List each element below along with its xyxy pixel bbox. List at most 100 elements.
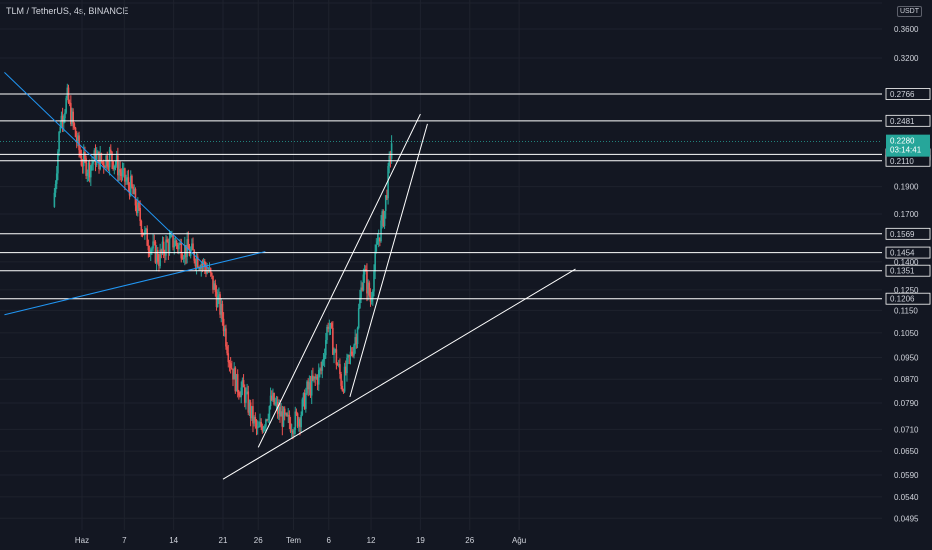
candle-body (153, 241, 156, 243)
candle-body (380, 220, 382, 242)
candle-body (68, 102, 71, 104)
candle-body (152, 241, 154, 249)
y-tick-label: 0.3600 (894, 25, 919, 34)
candle-body (214, 283, 217, 292)
candle-body (165, 239, 167, 256)
currency-badge[interactable]: USDT (896, 6, 922, 17)
candle-body (281, 411, 284, 427)
candle-body (118, 169, 120, 176)
candle-body (266, 419, 268, 421)
candle-body (131, 175, 133, 187)
current-price-label: 0.2280 (890, 137, 915, 146)
y-tick-label: 0.0540 (894, 493, 919, 502)
candle-body (272, 393, 274, 400)
candle-body (119, 169, 121, 173)
candle-body (354, 337, 356, 346)
trendline-blue-up[interactable] (4, 251, 266, 316)
candle-body (285, 413, 287, 415)
candle-body (156, 250, 159, 262)
candle-body (265, 419, 267, 427)
candle-body (332, 327, 334, 355)
x-axis: Haz 7 14 21 26 Tem 6 12 19 26 Ağu (75, 536, 526, 545)
horizontal-levels: 0.27660.24810.21650.21100.15690.14540.13… (0, 88, 931, 305)
candle-body (94, 150, 97, 166)
x-tick-label: 14 (169, 536, 178, 545)
y-tick-label: 0.0950 (894, 354, 919, 363)
trendline-blue-down[interactable] (4, 71, 210, 270)
candle-body (228, 362, 231, 364)
candle-body (377, 237, 380, 242)
candle-body (370, 298, 373, 302)
candle-body (134, 188, 137, 206)
candle-body (310, 375, 313, 396)
candle-body (211, 272, 213, 276)
candle-body (288, 414, 291, 424)
candle-body (386, 195, 388, 199)
candle-body (248, 402, 251, 413)
candle-body (246, 391, 248, 393)
trendline-channel-upper[interactable] (257, 113, 421, 448)
level-label: 0.1454 (890, 249, 915, 258)
candle-body (220, 303, 223, 315)
candle-body (250, 406, 253, 419)
candle-body (368, 282, 371, 296)
level-label-box (885, 292, 931, 305)
candle-body (273, 393, 275, 405)
candle-body (337, 364, 340, 366)
candle-body (161, 241, 164, 253)
candle-body (192, 243, 194, 251)
candle-body (75, 136, 78, 143)
candle-body (155, 250, 158, 263)
candle-body (218, 294, 220, 296)
candle-body (374, 251, 376, 272)
candle-body (367, 282, 369, 294)
y-tick-label: 0.1700 (894, 210, 919, 219)
candle-body (107, 166, 110, 168)
candle-body (341, 385, 344, 391)
level-label: 0.1206 (890, 295, 915, 304)
trendline-channel-lower[interactable] (349, 123, 428, 397)
candle-body (375, 244, 378, 252)
trendline-support[interactable] (222, 268, 576, 480)
candle-body (231, 367, 233, 369)
candle-body (146, 228, 149, 246)
candle-body (74, 127, 77, 137)
candle-body (384, 195, 387, 211)
candle-body (247, 391, 250, 413)
x-tick-label: 21 (219, 536, 228, 545)
candle-body (64, 112, 66, 119)
candle-body (151, 248, 153, 250)
x-tick-label: 7 (122, 536, 127, 545)
candle-body (181, 258, 184, 260)
candle-body (339, 364, 341, 374)
candle-body (326, 326, 328, 341)
candle-body (104, 166, 106, 168)
candle-body (233, 367, 235, 380)
grid (0, 0, 882, 530)
candle-body (343, 366, 346, 392)
candle-body (361, 287, 364, 291)
x-tick-label: 26 (465, 536, 474, 545)
candle-body (216, 295, 219, 307)
y-tick-label: 0.0870 (894, 375, 919, 384)
candle-body (84, 152, 86, 159)
candle-body (382, 211, 385, 226)
trendlines (4, 71, 576, 480)
candle-body (319, 368, 321, 371)
candle-body (145, 228, 147, 230)
y-tick-label: 0.0590 (894, 471, 919, 480)
level-label-box (885, 88, 931, 100)
candle-body (91, 163, 93, 166)
candle-body (359, 297, 361, 309)
level-label: 0.2481 (890, 117, 915, 126)
candle-body (115, 155, 118, 165)
candle-body (212, 275, 214, 290)
candle-body (158, 261, 160, 267)
candle-body (176, 244, 179, 250)
candle-body (86, 172, 89, 176)
candle-body (77, 135, 79, 143)
candle-body (344, 366, 347, 374)
candle-body (350, 351, 353, 355)
candle-body (87, 162, 90, 173)
